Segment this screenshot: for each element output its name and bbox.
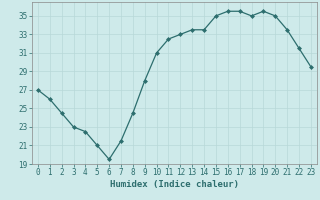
X-axis label: Humidex (Indice chaleur): Humidex (Indice chaleur) — [110, 180, 239, 189]
